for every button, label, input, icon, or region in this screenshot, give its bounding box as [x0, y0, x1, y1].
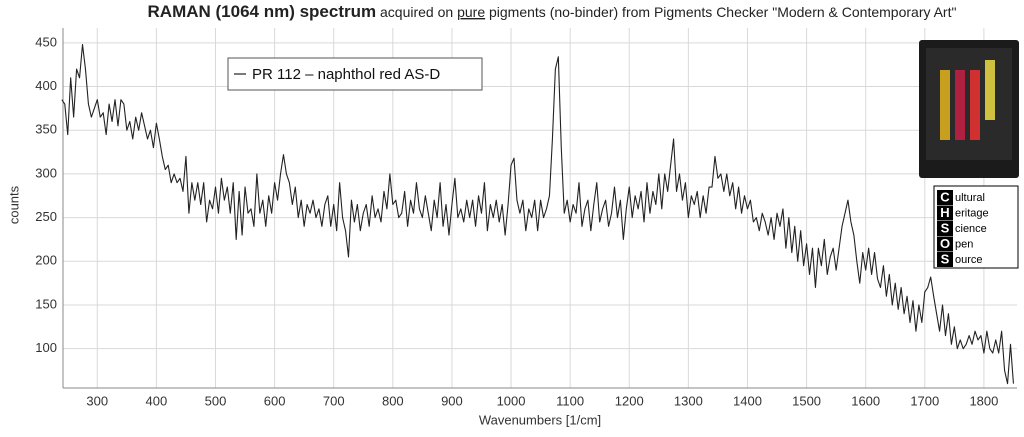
x-tick-label: 400 — [146, 393, 168, 408]
logo-letter: S — [941, 251, 950, 266]
y-tick-label: 400 — [35, 78, 57, 93]
y-axis-label: counts — [6, 185, 21, 224]
swatch — [970, 70, 980, 140]
y-tick-label: 350 — [35, 122, 57, 137]
title-bold: RAMAN (1064 nm) spectrum — [148, 2, 377, 21]
logo-letter: S — [941, 220, 950, 235]
x-tick-label: 1300 — [674, 393, 703, 408]
logo-letter-box — [937, 205, 953, 221]
logo-letter-box — [937, 221, 953, 236]
x-tick-label: 1400 — [733, 393, 762, 408]
logo-letter-box — [937, 236, 953, 252]
y-tick-label: 100 — [35, 340, 57, 355]
title-rest: pigments (no-binder) from Pigments Check… — [489, 4, 956, 20]
x-tick-label: 1700 — [910, 393, 939, 408]
logo-letter-box — [937, 252, 953, 267]
title-underlined: pure — [457, 4, 485, 20]
logo-letter: O — [940, 236, 950, 251]
x-tick-label: 800 — [382, 393, 404, 408]
x-tick-label: 300 — [86, 393, 108, 408]
logo-letter: H — [940, 205, 949, 220]
x-tick-label: 1500 — [792, 393, 821, 408]
x-tick-label: 500 — [205, 393, 227, 408]
legend-box — [227, 57, 483, 91]
x-tick-label: 1000 — [497, 393, 526, 408]
x-tick-label: 900 — [441, 393, 463, 408]
x-axis-label: Wavenumbers [1/cm] — [479, 412, 601, 427]
y-tick-label: 200 — [35, 253, 57, 268]
y-tick-label: 300 — [35, 165, 57, 180]
y-tick-label: 450 — [35, 34, 57, 49]
x-tick-label: 1100 — [556, 393, 584, 408]
swatch — [940, 70, 950, 140]
logo-word: ource — [955, 254, 983, 266]
logo-letter: C — [940, 189, 950, 204]
logo-letter-box — [937, 190, 953, 205]
logo-word: eritage — [955, 207, 989, 219]
x-tick-label: 1600 — [851, 393, 880, 408]
spectrum-line — [61, 44, 1014, 385]
y-tick-label: 250 — [35, 209, 57, 224]
pigment-swatches — [926, 48, 1012, 160]
x-tick-label: 700 — [323, 393, 345, 408]
y-tick-label: 150 — [35, 296, 57, 311]
swatch — [955, 70, 965, 140]
x-tick-label: 600 — [264, 393, 286, 408]
title-prefix: acquired on — [380, 4, 453, 20]
plot-layer: 300 400 500 600 700 800 900 1000 1100 1200 1300 140… — [35, 28, 1017, 408]
x-tick-label: 1800 — [969, 393, 998, 408]
swatch — [985, 60, 995, 120]
logo-word: ultural — [955, 192, 985, 204]
chart-title: RAMAN (1064 nm) spectrum acquired on pur… — [148, 2, 957, 21]
legend-label: PR 112 – naphthol red AS-D — [252, 66, 440, 83]
logo-word: pen — [955, 238, 973, 250]
logo-word: cience — [955, 223, 987, 235]
x-tick-label: 1200 — [615, 393, 644, 408]
